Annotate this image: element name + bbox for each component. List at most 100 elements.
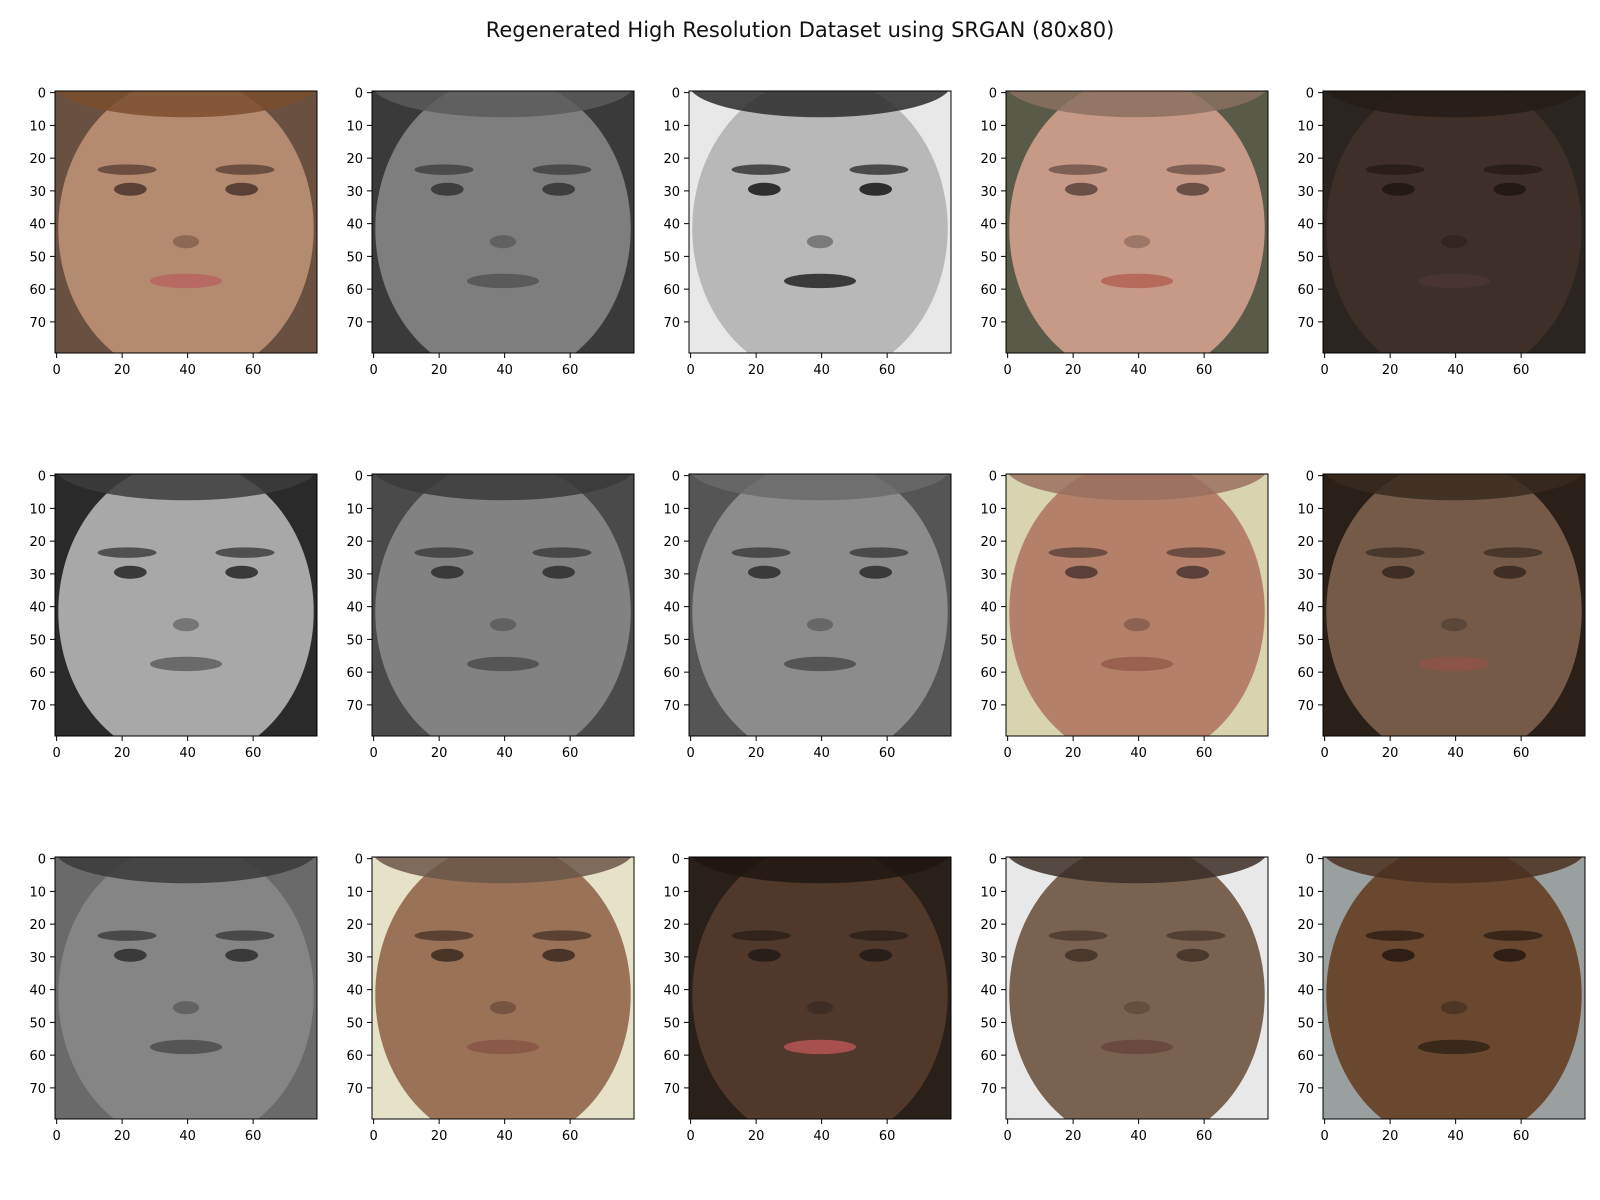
y-tick-label: 10 [29, 885, 46, 900]
hair [1008, 857, 1266, 884]
right-eyebrow [532, 164, 592, 175]
y-tick-label: 60 [1297, 666, 1314, 681]
y-tick-label: 20 [663, 918, 680, 933]
left-eyebrow [731, 164, 791, 175]
y-tick-label: 40 [980, 601, 997, 616]
y-tick-label: 40 [346, 218, 363, 233]
right-eye [859, 948, 893, 962]
y-tick-label: 10 [29, 119, 46, 134]
x-tick-label: 40 [496, 746, 513, 761]
x-tick-label: 20 [114, 1129, 131, 1144]
x-tick-label: 0 [369, 363, 377, 378]
x-tick-label: 0 [369, 746, 377, 761]
x-tick-label: 60 [1196, 363, 1213, 378]
left-eye [430, 948, 464, 962]
x-tick-label: 0 [1003, 363, 1011, 378]
face-skin [1326, 474, 1582, 736]
x-tick-label: 20 [1065, 746, 1082, 761]
mouth [1417, 1039, 1491, 1055]
nose [489, 235, 517, 249]
y-tick-label: 50 [663, 1016, 680, 1031]
face-image [689, 91, 951, 353]
hair [1325, 474, 1583, 501]
left-eye [1381, 182, 1415, 196]
left-eye [1064, 182, 1098, 196]
axes-frame [688, 473, 952, 737]
nose [1440, 235, 1468, 249]
y-tick-label: 70 [663, 699, 680, 714]
y-tick-label: 20 [980, 152, 997, 167]
y-tick-label: 70 [346, 316, 363, 331]
y-tick-label: 30 [346, 951, 363, 966]
x-tick-label: 40 [179, 746, 196, 761]
hair [691, 91, 949, 118]
left-eyebrow [414, 164, 474, 175]
y-tick-label: 10 [980, 119, 997, 134]
nose [172, 618, 200, 632]
left-eyebrow [97, 547, 157, 558]
right-eyebrow [532, 930, 592, 941]
y-tick-label: 30 [1297, 185, 1314, 200]
axes-frame [1322, 90, 1586, 354]
y-tick-label: 40 [346, 984, 363, 999]
face-skin [58, 474, 314, 736]
y-tick-label: 0 [1306, 87, 1314, 102]
y-tick-label: 60 [980, 283, 997, 298]
x-tick-label: 60 [245, 1129, 262, 1144]
x-tick-label: 40 [813, 363, 830, 378]
x-tick-label: 40 [813, 1129, 830, 1144]
right-eye [542, 182, 576, 196]
nose [806, 1001, 834, 1015]
axes-frame [371, 90, 635, 354]
y-tick-label: 20 [346, 152, 363, 167]
left-eyebrow [1048, 547, 1108, 558]
x-tick-label: 60 [879, 746, 896, 761]
y-tick-label: 60 [29, 283, 46, 298]
y-tick-label: 40 [663, 218, 680, 233]
x-tick-label: 20 [114, 746, 131, 761]
axes-frame [1322, 473, 1586, 737]
y-tick-label: 10 [663, 119, 680, 134]
y-tick-label: 0 [1306, 853, 1314, 868]
right-eyebrow [849, 164, 909, 175]
face-image [1006, 91, 1268, 353]
y-tick-label: 30 [980, 951, 997, 966]
y-tick-label: 70 [980, 316, 997, 331]
face-panel: 0 20 40 60 0 10 20 30 40 50 60 70 [980, 470, 1269, 761]
x-tick-label: 60 [1513, 363, 1530, 378]
face-image [1006, 857, 1268, 1119]
nose [806, 618, 834, 632]
left-eye [1064, 948, 1098, 962]
y-tick-label: 30 [1297, 951, 1314, 966]
axes-frame [54, 473, 318, 737]
y-tick-label: 0 [355, 853, 363, 868]
face-image [55, 474, 317, 736]
axes-frame [1005, 90, 1269, 354]
face-skin [1009, 474, 1265, 736]
x-tick-label: 20 [748, 1129, 765, 1144]
left-eye [747, 565, 781, 579]
right-eye [1493, 565, 1527, 579]
hair [374, 91, 632, 118]
y-tick-label: 70 [29, 699, 46, 714]
left-eye [430, 565, 464, 579]
x-tick-label: 40 [496, 363, 513, 378]
left-eyebrow [1048, 164, 1108, 175]
face-skin [375, 857, 631, 1119]
y-tick-label: 40 [980, 218, 997, 233]
right-eye [1176, 565, 1210, 579]
face-image [689, 857, 951, 1119]
y-tick-label: 10 [980, 502, 997, 517]
face-panel: 0 20 40 60 0 10 20 30 40 50 60 70 [346, 853, 635, 1144]
y-tick-label: 30 [346, 185, 363, 200]
mouth [1100, 273, 1174, 289]
y-tick-label: 50 [346, 250, 363, 265]
face-panel: 0 20 40 60 0 10 20 30 40 50 60 70 [29, 853, 318, 1144]
y-tick-label: 20 [29, 535, 46, 550]
x-tick-label: 0 [369, 1129, 377, 1144]
y-tick-label: 0 [989, 853, 997, 868]
y-tick-label: 0 [355, 470, 363, 485]
mouth [783, 1039, 857, 1055]
y-tick-label: 30 [980, 185, 997, 200]
